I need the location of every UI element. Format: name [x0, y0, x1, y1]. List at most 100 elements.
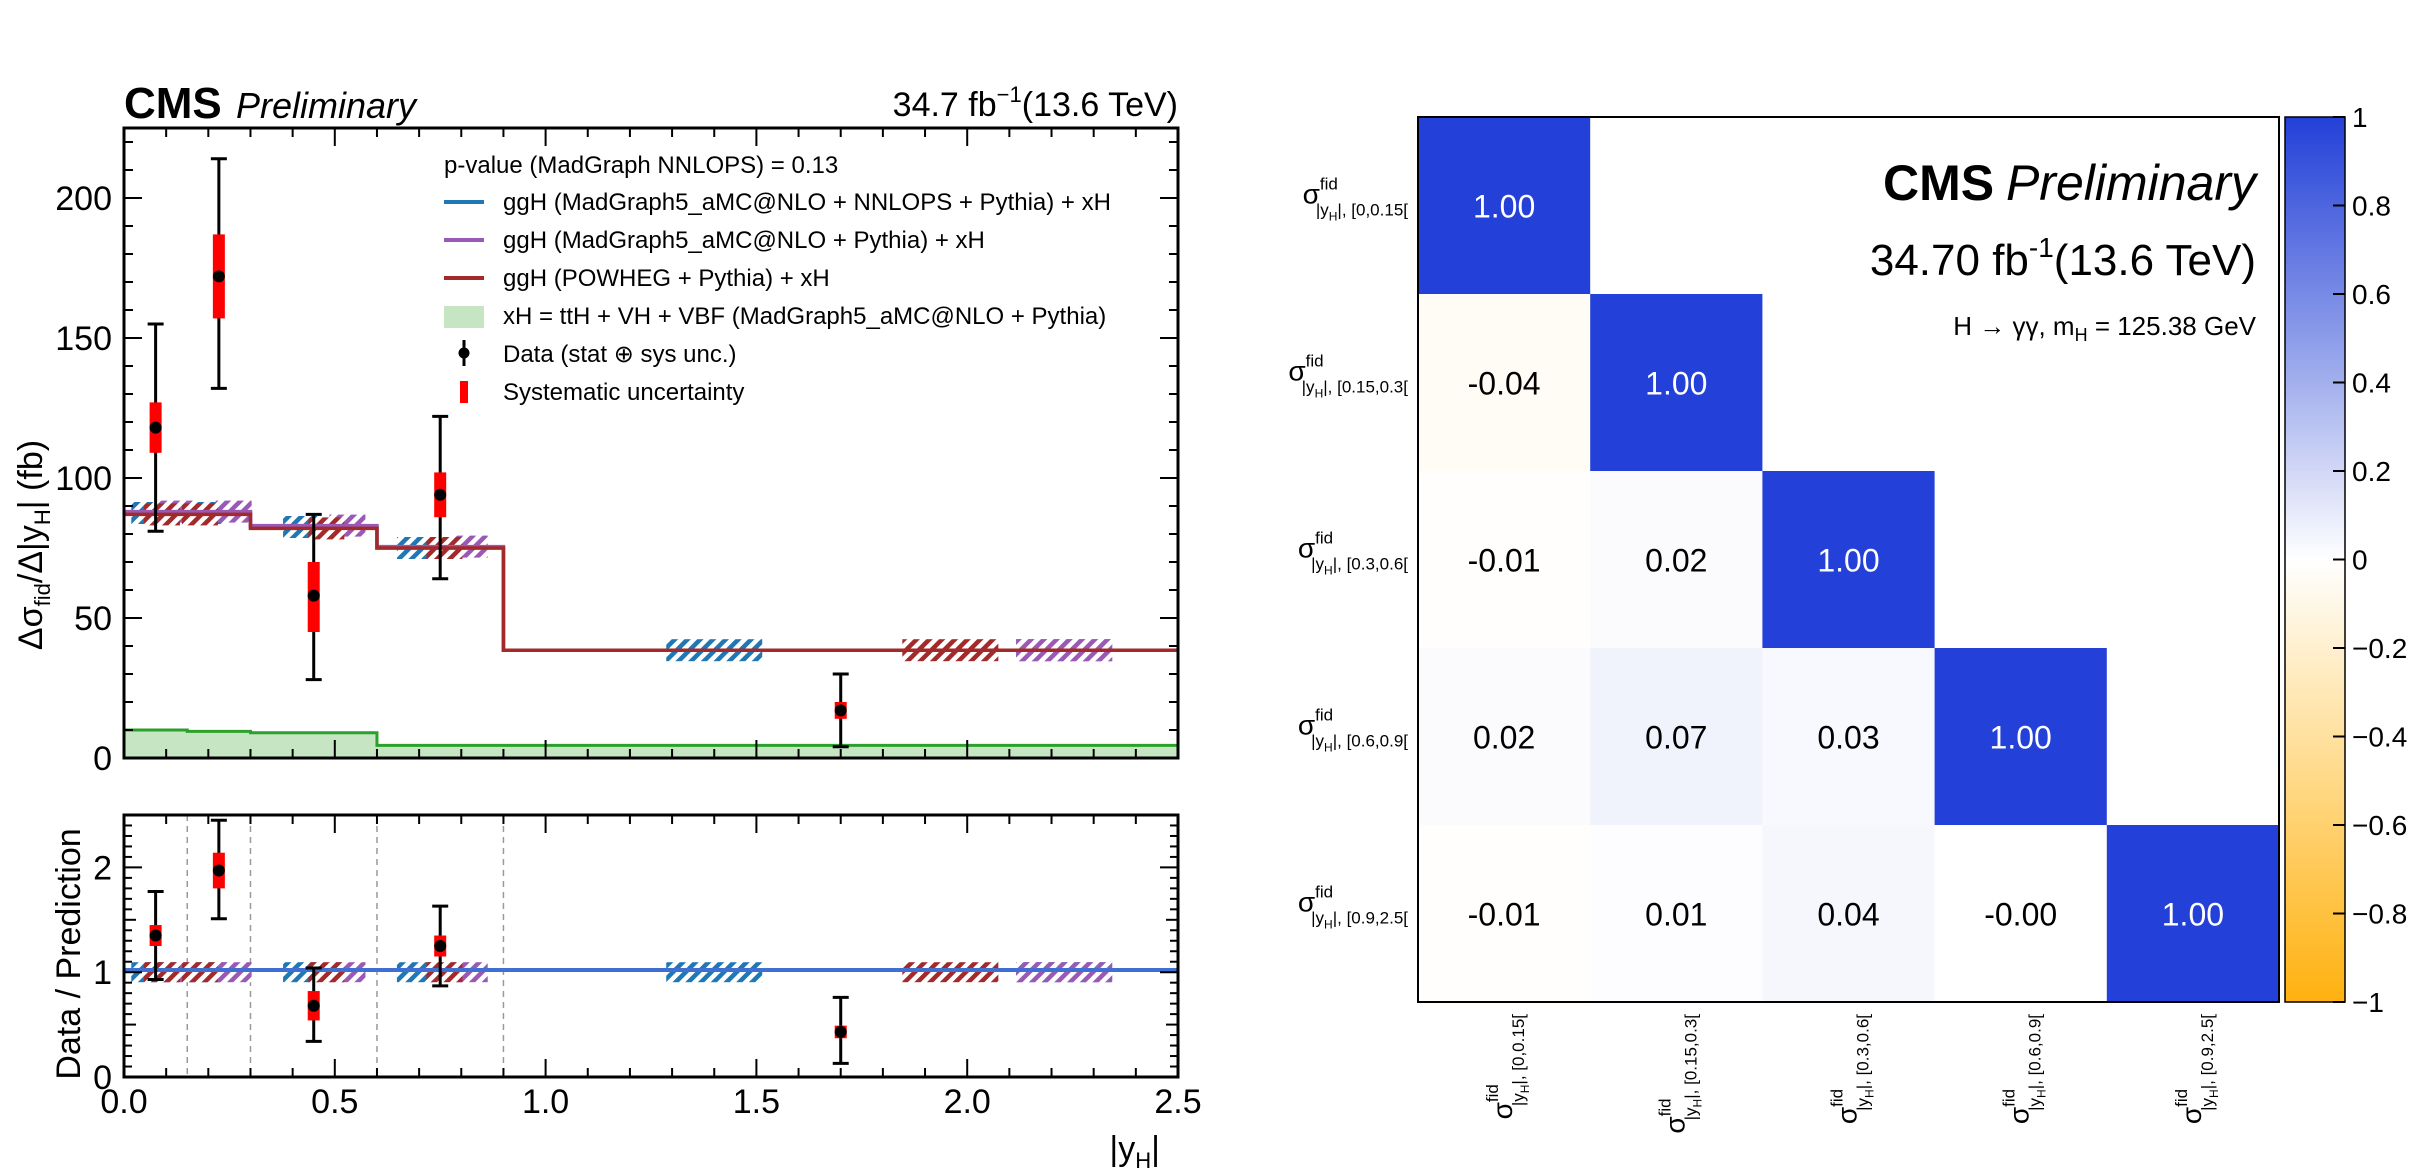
matrix-frame — [1417, 116, 2280, 1003]
data-point — [434, 488, 447, 501]
matrix-cell-value: -0.00 — [1984, 897, 2057, 933]
data-point — [149, 421, 162, 434]
matrix-cell — [1418, 648, 1591, 825]
svg-text:xH = ttH + VH + VBF (MadGraph5: xH = ttH + VH + VBF (MadGraph5_aMC@NLO +… — [503, 303, 1106, 330]
ratio-hatch-powheg — [902, 962, 999, 983]
ratio-hatch-powheg — [181, 962, 218, 983]
y-tick-label: 50 — [74, 600, 112, 638]
column-label: σfid |yH|, [0.6,0.9[ — [2000, 1014, 2049, 1124]
ratio-hatches — [131, 962, 1113, 983]
x-tick-label: 1.5 — [733, 1083, 780, 1121]
colorbar-tick-label: −1 — [2352, 987, 2384, 1018]
ratio-y-tick-label: 2 — [93, 849, 112, 887]
colorbar-tick-label: −0.6 — [2352, 810, 2407, 841]
matrix-cell-value: 0.02 — [1645, 543, 1707, 579]
preliminary-label-matrix: Preliminary — [2006, 155, 2259, 211]
colorbar-ticks: 1 0.8 0.6 0.4 0.2 0 −0.2 −0.4 −0.6 −0.8 −1 — [2333, 102, 2407, 1018]
ratio-point — [212, 864, 225, 877]
pvalue-text: p-value (MadGraph NNLOPS) = 0.13 — [444, 152, 838, 179]
ratio-point — [307, 999, 320, 1012]
legend-entry-systematic: Systematic uncertainty — [460, 379, 744, 406]
colorbar-tick-label: 0.2 — [2352, 456, 2391, 487]
matrix-cells: 1.00 -0.04 1.00 -0.01 0.02 1.00 0.02 0.07 0.03 1.… — [1418, 117, 2279, 1002]
svg-text:ggH (MadGraph5_aMC@NLO + NNLOP: ggH (MadGraph5_aMC@NLO + NNLOPS + Pythia… — [503, 189, 1111, 216]
upper-panel: CMS Preliminary 34.7 fb−1(13.6 TeV) Δσfi… — [12, 79, 1180, 778]
y-axis-title-ratio: Data / Prediction — [50, 828, 88, 1079]
colorbar-tick-label: −0.8 — [2352, 899, 2407, 930]
colorbar-tick-label: 0.4 — [2352, 368, 2391, 399]
legend-entry-xh: xH = ttH + VH + VBF (MadGraph5_aMC@NLO +… — [444, 303, 1106, 330]
cms-label: CMS — [124, 79, 222, 128]
legend-entry-powheg: ggH (POWHEG + Pythia) + xH — [444, 265, 830, 292]
colorbar: 1 0.8 0.6 0.4 0.2 0 −0.2 −0.4 −0.6 −0.8 −1 — [2284, 102, 2407, 1018]
ratio-hatch-powheg — [143, 962, 180, 983]
matrix-cell — [1590, 648, 1763, 825]
matrix-cell-value: 0.03 — [1817, 720, 1879, 756]
colorbar-tick-label: −0.2 — [2352, 633, 2407, 664]
ratio-hatch-mg — [215, 962, 252, 983]
y-tick-label: 0 — [93, 740, 112, 778]
row-label: σfid |yH|, [0.15,0.3[ — [1288, 352, 1408, 401]
svg-text:ggH (POWHEG + Pythia) + xH: ggH (POWHEG + Pythia) + xH — [503, 265, 830, 292]
colorbar-tick-label: 0 — [2352, 545, 2368, 576]
ratio-data-points — [147, 818, 849, 1065]
matrix-cell — [1590, 471, 1763, 648]
step-line-0 — [124, 511, 1178, 652]
colorbar-tick-label: −0.4 — [2352, 722, 2407, 753]
matrix-column-labels: σfid |yH|, [0,0.15[σfid |yH|, [0.15,0.3[σf… — [1483, 1014, 2221, 1134]
x-tick-label: 2.5 — [1154, 1083, 1201, 1121]
legend-entry-nnlops: ggH (MadGraph5_aMC@NLO + NNLOPS + Pythia… — [444, 189, 1111, 216]
ratio-frame — [122, 813, 1180, 1079]
matrix-cell-value: 1.00 — [1817, 543, 1879, 579]
row-label: σfid |yH|, [0,0.15[ — [1303, 175, 1409, 224]
bin-boundary-lines — [186, 815, 505, 1077]
step-line-2 — [124, 512, 1178, 652]
lumi-label-matrix: 34.70 fb-1(13.6 TeV) — [1870, 232, 2256, 285]
ratio-y-ticks: 0 1 2 — [93, 814, 1178, 1097]
matrix-row-labels: σfid |yH|, [0,0.15[ σfid |yH|, [0.15,0.3[ σf… — [1288, 175, 1408, 932]
ratio-point — [834, 1025, 847, 1038]
process-label: H → γγ, mH = 125.38 GeV — [1953, 311, 2256, 345]
x-axis-title: |yH| — [1109, 1130, 1160, 1173]
matrix-cell-value: 0.02 — [1473, 720, 1535, 756]
matrix-cell — [1934, 825, 2107, 1002]
data-points — [147, 157, 849, 749]
matrix-cell-value: 1.00 — [1645, 366, 1707, 402]
row-label: σfid |yH|, [0.3,0.6[ — [1298, 529, 1408, 578]
ratio-hatch-mg — [1016, 962, 1113, 983]
x-tick-label: 2.0 — [944, 1083, 991, 1121]
matrix-cell-value: 0.01 — [1645, 897, 1707, 933]
y-tick-label: 100 — [55, 460, 112, 498]
correlation-matrix: 1.00 -0.04 1.00 -0.01 0.02 1.00 0.02 0.07 0.03 1.… — [1288, 102, 2407, 1134]
upper-x-ticks — [123, 128, 1179, 758]
matrix-cell-value: -0.01 — [1468, 543, 1541, 579]
x-tick-label: 1.0 — [522, 1083, 569, 1121]
ratio-hatch-nnlops — [666, 962, 763, 983]
data-point — [834, 704, 847, 717]
matrix-cell — [1418, 117, 1591, 294]
matrix-cell-value: 1.00 — [2162, 897, 2224, 933]
ratio-hatch-nnlops — [396, 962, 433, 983]
ratio-hatch-powheg — [426, 962, 463, 983]
cms-label-matrix: CMS — [1883, 155, 1994, 211]
matrix-cell-value: 0.07 — [1645, 720, 1707, 756]
ratio-point — [434, 940, 447, 952]
matrix-cell — [1418, 294, 1591, 471]
ratio-y-tick-label: 1 — [93, 954, 112, 992]
legend: p-value (MadGraph NNLOPS) = 0.13 ggH (Ma… — [444, 152, 1111, 406]
matrix-cell — [1934, 648, 2107, 825]
svg-text:ggH (MadGraph5_aMC@NLO + Pythi: ggH (MadGraph5_aMC@NLO + Pythia) + xH — [503, 227, 985, 254]
matrix-cell-value: 1.00 — [1990, 720, 2052, 756]
matrix-cell — [1418, 825, 1591, 1002]
matrix-cell-value: 0.04 — [1817, 897, 1879, 933]
upper-frame — [122, 126, 1180, 760]
matrix-cell — [1762, 825, 1935, 1002]
preliminary-label: Preliminary — [236, 85, 418, 126]
matrix-cell — [1590, 825, 1763, 1002]
y-axis-title-upper: Δσfid/Δ|yH| (fb) — [12, 440, 55, 650]
column-label: σfid |yH|, [0.3,0.6[ — [1828, 1014, 1877, 1124]
matrix-cell — [2106, 825, 2279, 1002]
matrix-cell — [1762, 648, 1935, 825]
ratio-panel: Data / Prediction 0 1 2 0.0 0.5 1.0 1.5 2.0 2.5… — [50, 813, 1202, 1173]
